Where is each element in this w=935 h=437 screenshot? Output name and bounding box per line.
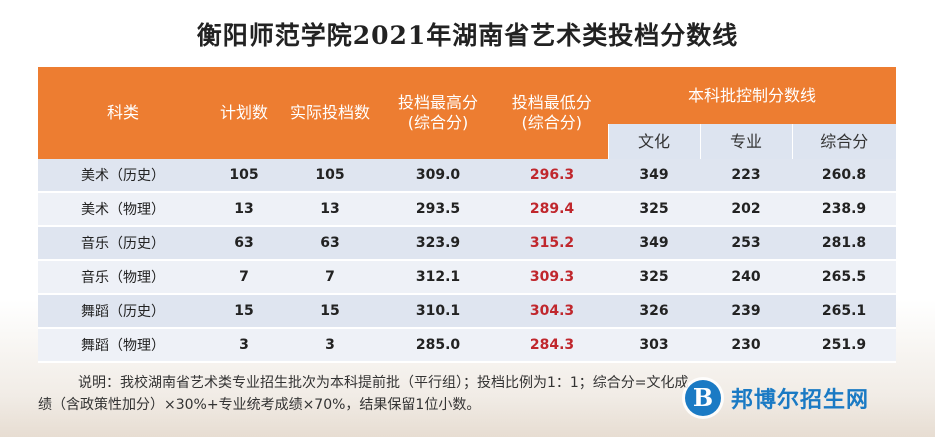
cell-category: 音乐（历史） [38, 226, 208, 261]
cell-category: 舞蹈（物理） [38, 328, 208, 363]
watermark: B 邦博尔招生网 [685, 378, 869, 418]
cell-min: 309.3 [496, 260, 608, 295]
cell-culture: 325 [608, 260, 700, 295]
cell-actual: 13 [280, 192, 380, 227]
cell-culture: 349 [608, 226, 700, 261]
cell-max: 312.1 [380, 260, 496, 295]
footnote-line-1: 说明：我校湖南省艺术类专业招生批次为本科提前批（平行组）；投档比例为1：1；综合… [78, 375, 689, 391]
cell-composite: 265.5 [792, 260, 896, 295]
cell-major: 253 [700, 226, 792, 261]
cell-composite: 251.9 [792, 328, 896, 363]
header-major: 专业 [699, 124, 792, 159]
table-row: 音乐（历史） 63 63 323.9 315.2 349 253 281.8 [38, 226, 896, 261]
header-control-line: 本科批控制分数线 [608, 67, 896, 124]
header-culture: 文化 [607, 124, 700, 159]
cell-culture: 349 [608, 159, 700, 193]
cell-category: 美术（历史） [38, 159, 208, 193]
score-table: 科类 计划数 实际投档数 投档最高分 (综合分) 投档最低分 (综合分) 本科批… [38, 67, 896, 363]
cell-category: 舞蹈（历史） [38, 294, 208, 329]
cell-min: 284.3 [496, 328, 608, 363]
cell-max: 310.1 [380, 294, 496, 329]
footnote: 说明：我校湖南省艺术类专业招生批次为本科提前批（平行组）；投档比例为1：1；综合… [38, 372, 888, 416]
table-row: 美术（物理） 13 13 293.5 289.4 325 202 238.9 [38, 192, 896, 227]
watermark-text: 邦博尔招生网 [731, 388, 870, 413]
cell-major: 240 [700, 260, 792, 295]
cell-max: 285.0 [380, 328, 496, 363]
header-category: 科类 [38, 67, 208, 159]
cell-min: 289.4 [496, 192, 608, 227]
cell-culture: 303 [608, 328, 700, 363]
cell-composite: 238.9 [792, 192, 896, 227]
table-row: 舞蹈（历史） 15 15 310.1 304.3 326 239 265.1 [38, 294, 896, 329]
cell-actual: 63 [280, 226, 380, 261]
cell-plan: 3 [208, 328, 280, 363]
cell-max: 293.5 [380, 192, 496, 227]
cell-max: 323.9 [380, 226, 496, 261]
header-actual: 实际投档数 [280, 67, 380, 159]
table-row: 音乐（物理） 7 7 312.1 309.3 325 240 265.5 [38, 260, 896, 295]
watermark-logo-icon: B [685, 380, 721, 416]
cell-category: 音乐（物理） [38, 260, 208, 295]
header-min-score: 投档最低分 (综合分) [496, 67, 608, 159]
table-row: 舞蹈（物理） 3 3 285.0 284.3 303 230 251.9 [38, 328, 896, 363]
cell-actual: 15 [280, 294, 380, 329]
cell-plan: 105 [208, 159, 280, 193]
cell-culture: 325 [608, 192, 700, 227]
header-max-score: 投档最高分 (综合分) [380, 67, 496, 159]
cell-plan: 63 [208, 226, 280, 261]
cell-actual: 7 [280, 260, 380, 295]
cell-actual: 3 [280, 328, 380, 363]
cell-major: 223 [700, 159, 792, 193]
cell-plan: 7 [208, 260, 280, 295]
cell-plan: 15 [208, 294, 280, 329]
page-title: 衡阳师范学院2021年湖南省艺术类投档分数线 [196, 21, 739, 50]
cell-major: 239 [700, 294, 792, 329]
cell-composite: 281.8 [792, 226, 896, 261]
cell-composite: 265.1 [792, 294, 896, 329]
cell-actual: 105 [280, 159, 380, 193]
cell-min: 304.3 [496, 294, 608, 329]
header-composite: 综合分 [791, 124, 896, 159]
table-row: 美术（历史） 105 105 309.0 296.3 349 223 260.8 [38, 159, 896, 193]
footnote-line-2: 绩（含政策性加分）×30%+专业统考成绩×70%，结果保留1位小数。 [38, 397, 481, 413]
cell-min: 296.3 [496, 159, 608, 193]
cell-major: 230 [700, 328, 792, 363]
cell-culture: 326 [608, 294, 700, 329]
header-plan: 计划数 [208, 67, 280, 159]
cell-composite: 260.8 [792, 159, 896, 193]
cell-min: 315.2 [496, 226, 608, 261]
cell-category: 美术（物理） [38, 192, 208, 227]
cell-max: 309.0 [380, 159, 496, 193]
cell-major: 202 [700, 192, 792, 227]
cell-plan: 13 [208, 192, 280, 227]
